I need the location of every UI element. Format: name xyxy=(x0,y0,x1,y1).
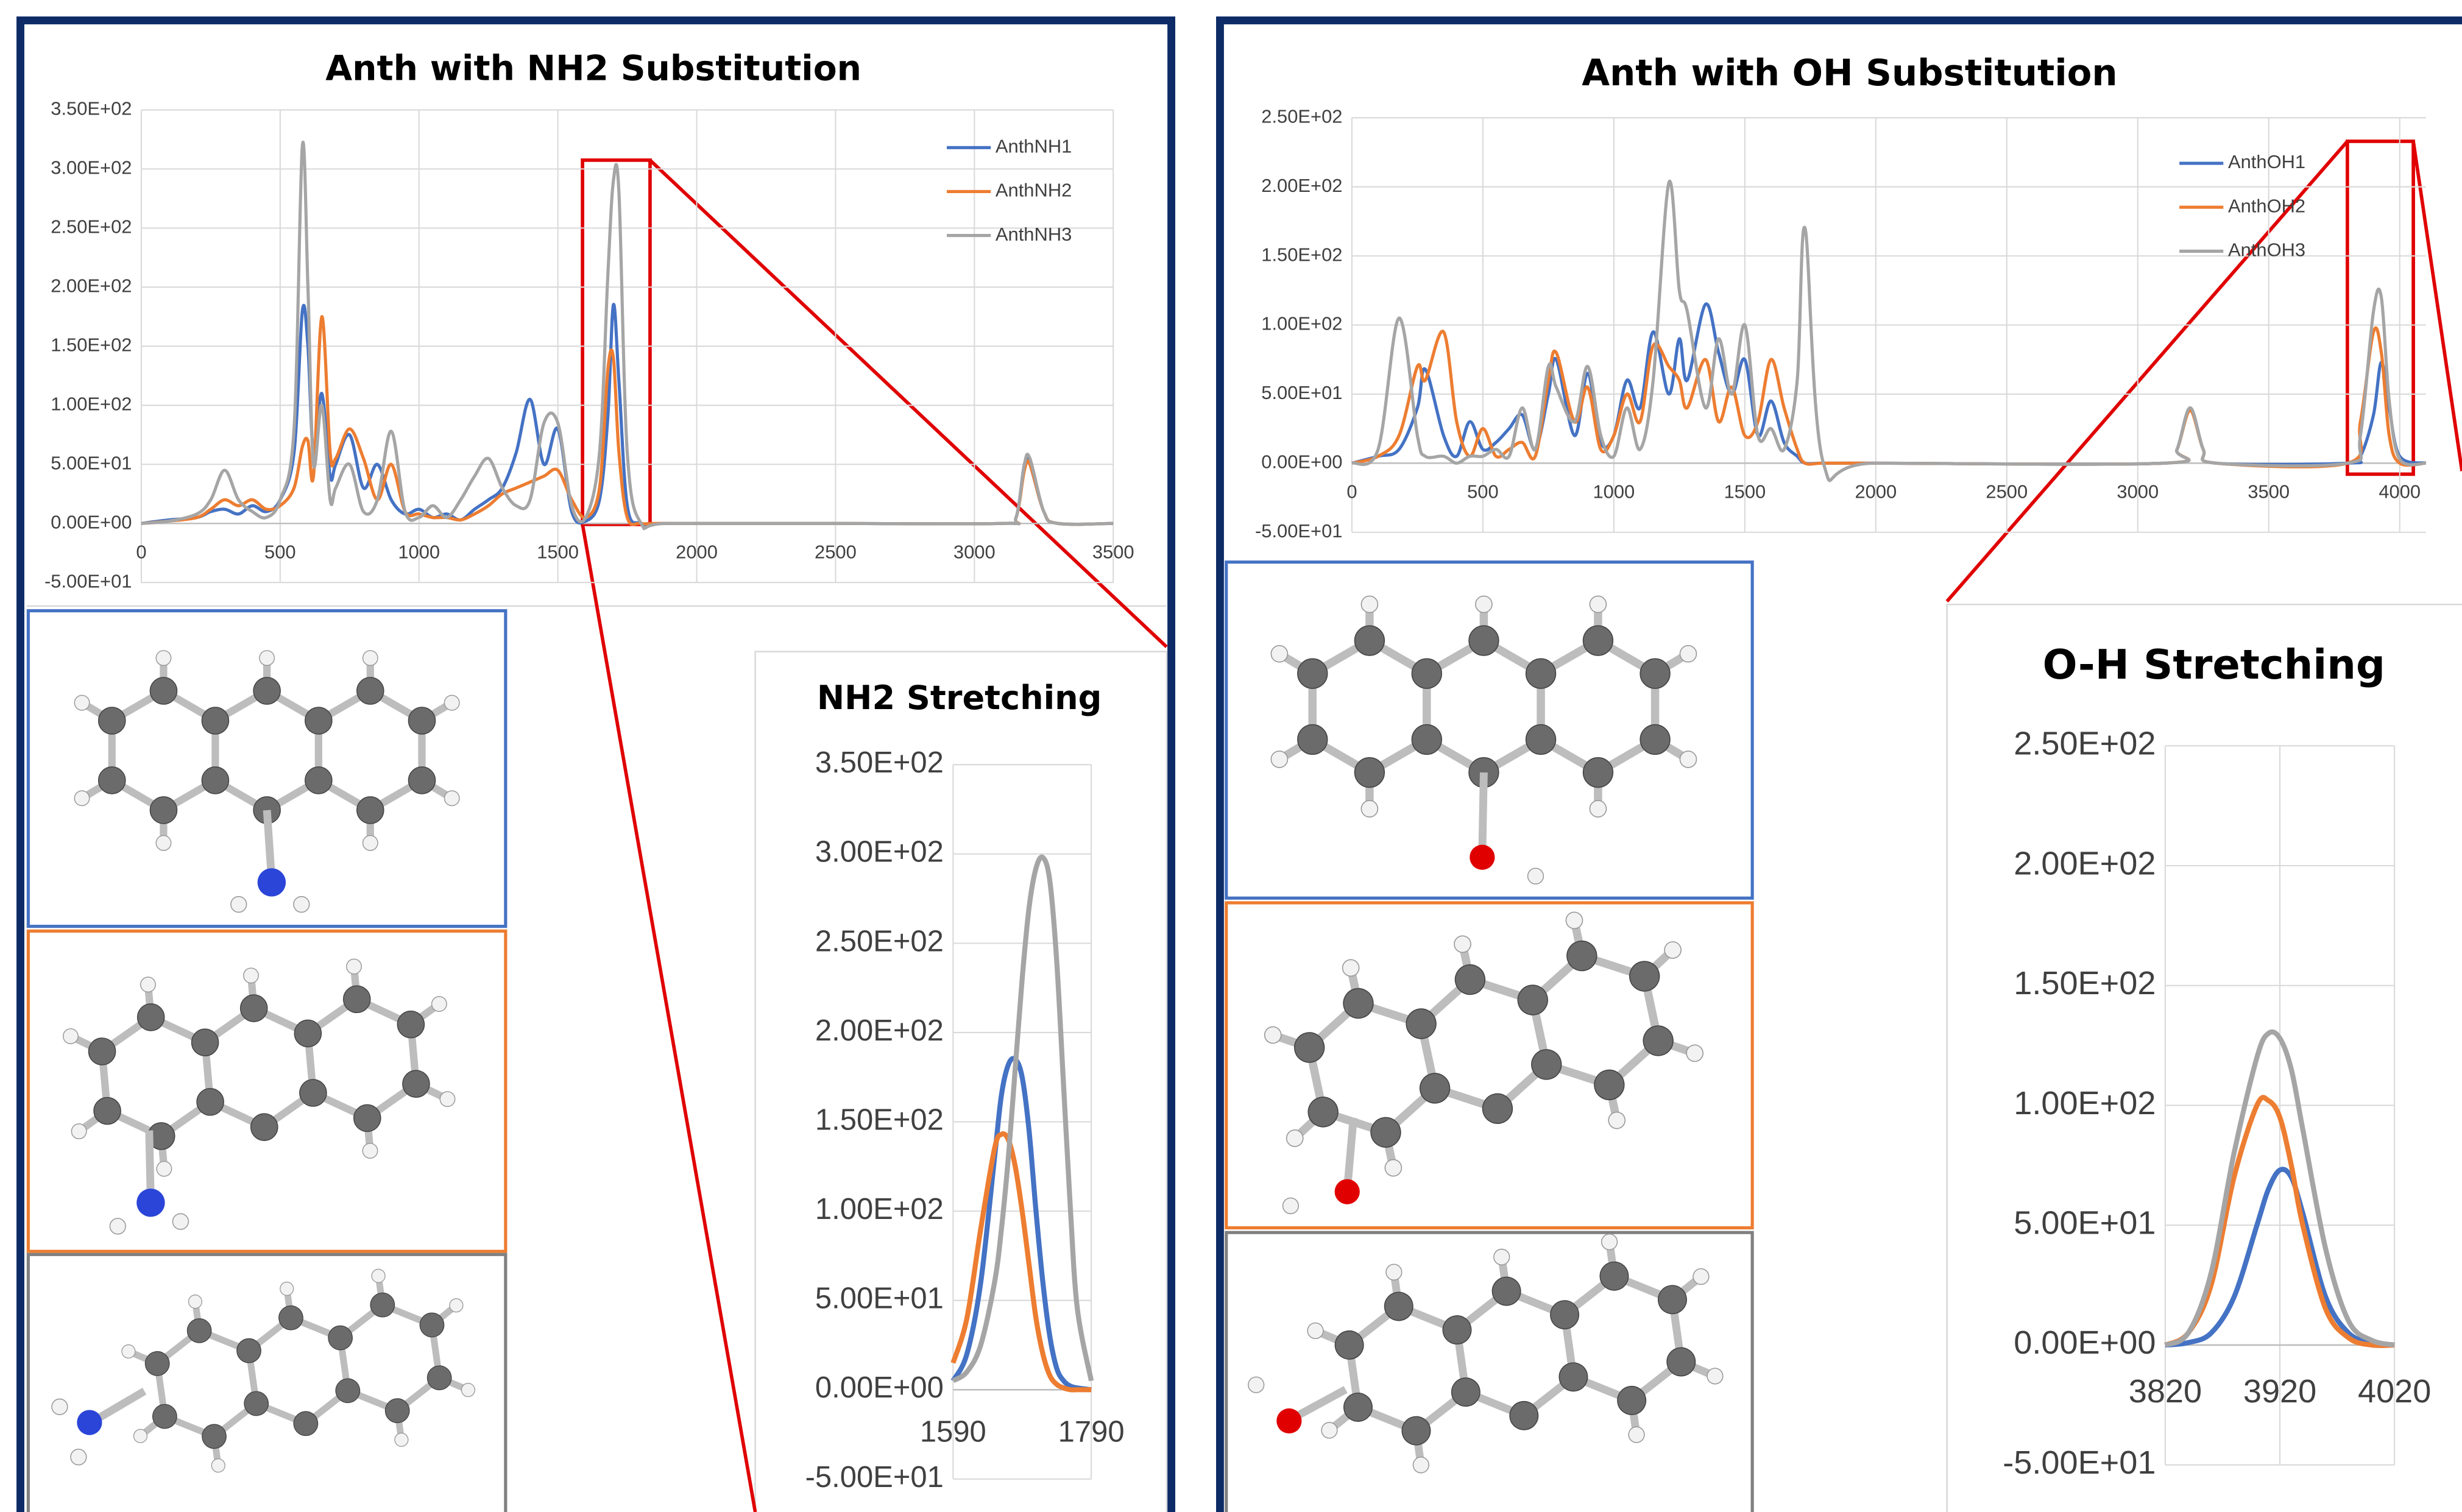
y-tick-label: -5.00E+01 xyxy=(2003,1444,2156,1481)
x-tick-label: 4020 xyxy=(2358,1373,2431,1410)
x-tick-label: 1590 xyxy=(920,1415,986,1448)
y-tick-label: 3.00E+02 xyxy=(815,836,944,869)
legend-label: AnthNH2 xyxy=(996,180,1072,201)
y-tick-label: 5.00E+01 xyxy=(815,1282,944,1315)
y-tick-label: -5.00E+01 xyxy=(805,1461,944,1494)
x-tick-label: 1500 xyxy=(1724,481,1766,502)
molecule xyxy=(28,931,505,1251)
x-tick-label: 1790 xyxy=(1058,1415,1125,1448)
molecule xyxy=(1226,1221,1752,1512)
figure: Anth with NH2 Substitution -5.00E+01 0.00E… xyxy=(0,0,2462,1512)
x-tick-label: 3920 xyxy=(2243,1373,2316,1410)
y-tick-label: 0.00E+00 xyxy=(51,511,132,532)
legend-label: AnthNH3 xyxy=(996,224,1072,245)
y-tick-label: 2.00E+02 xyxy=(2014,845,2156,881)
x-tick-label: 3000 xyxy=(953,541,996,562)
y-tick-label: 2.00E+02 xyxy=(815,1014,944,1047)
molecule xyxy=(1226,562,1752,899)
chart-title: Anth with OH Substitution xyxy=(1582,52,2117,94)
molecule xyxy=(28,1254,505,1512)
legend-label: AnthOH1 xyxy=(2228,151,2305,172)
legend-label: AnthNH1 xyxy=(996,135,1072,157)
y-tick-label: 0.00E+00 xyxy=(2014,1324,2156,1361)
x-tick-label: 2500 xyxy=(815,541,857,562)
y-tick-label: 2.00E+02 xyxy=(1261,175,1342,196)
x-tick-label: 3820 xyxy=(2129,1373,2202,1410)
x-tick-label: 1500 xyxy=(537,541,579,562)
x-tick-label: 4000 xyxy=(2379,481,2421,502)
molecule xyxy=(28,611,505,927)
y-tick-label: 2.50E+02 xyxy=(815,925,944,958)
y-tick-label: 1.50E+02 xyxy=(51,334,132,355)
x-tick-label: 0 xyxy=(1346,481,1357,502)
y-tick-label: 3.00E+02 xyxy=(51,157,132,178)
legend-label: AnthOH2 xyxy=(2228,195,2305,216)
y-tick-label: 2.50E+02 xyxy=(51,216,132,238)
y-tick-label: 2.50E+02 xyxy=(2014,726,2156,762)
x-tick-label: 500 xyxy=(1467,481,1499,502)
chart-title: NH2 Stretching xyxy=(817,679,1102,717)
y-tick-label: 1.50E+02 xyxy=(815,1103,944,1136)
x-tick-label: 1000 xyxy=(1593,481,1635,502)
x-tick-label: 2500 xyxy=(1986,481,2028,502)
y-tick-label: 5.00E+01 xyxy=(51,452,132,473)
y-tick-label: 1.00E+02 xyxy=(815,1193,944,1226)
legend-label: AnthOH3 xyxy=(2228,239,2305,261)
x-tick-label: 2000 xyxy=(1855,481,1897,502)
y-tick-label: 1.00E+02 xyxy=(51,393,132,414)
page: {"chart_data": [ {"type": "line", "title… xyxy=(0,0,2462,1512)
y-tick-label: 1.50E+02 xyxy=(1261,244,1342,265)
y-tick-label: 3.50E+02 xyxy=(815,746,944,779)
y-tick-label: 1.00E+02 xyxy=(2014,1085,2156,1122)
x-tick-label: 3000 xyxy=(2117,481,2159,502)
y-tick-label: 0.00E+00 xyxy=(1261,451,1342,472)
y-tick-label: 3.50E+02 xyxy=(51,98,132,119)
y-tick-label: 5.00E+01 xyxy=(1261,382,1342,403)
y-tick-label: 1.50E+02 xyxy=(2014,965,2156,1002)
x-tick-label: 2000 xyxy=(676,541,718,562)
x-tick-label: 1000 xyxy=(398,541,440,562)
x-tick-label: 3500 xyxy=(2248,481,2290,502)
molecule xyxy=(1226,892,1752,1228)
x-tick-label: 3500 xyxy=(1092,541,1134,562)
y-tick-label: -5.00E+01 xyxy=(44,570,132,592)
y-tick-label: 2.00E+02 xyxy=(51,275,132,297)
chart-title: O-H Stretching xyxy=(2043,641,2385,688)
y-tick-label: 0.00E+00 xyxy=(815,1371,944,1404)
y-tick-label: 1.00E+02 xyxy=(1261,313,1342,334)
y-tick-label: 2.50E+02 xyxy=(1261,105,1342,127)
chart-title: Anth with NH2 Substitution xyxy=(325,49,861,89)
x-tick-label: 500 xyxy=(264,541,296,562)
y-tick-label: -5.00E+01 xyxy=(1255,520,1342,542)
y-tick-label: 5.00E+01 xyxy=(2014,1204,2156,1241)
x-tick-label: 0 xyxy=(136,541,146,562)
